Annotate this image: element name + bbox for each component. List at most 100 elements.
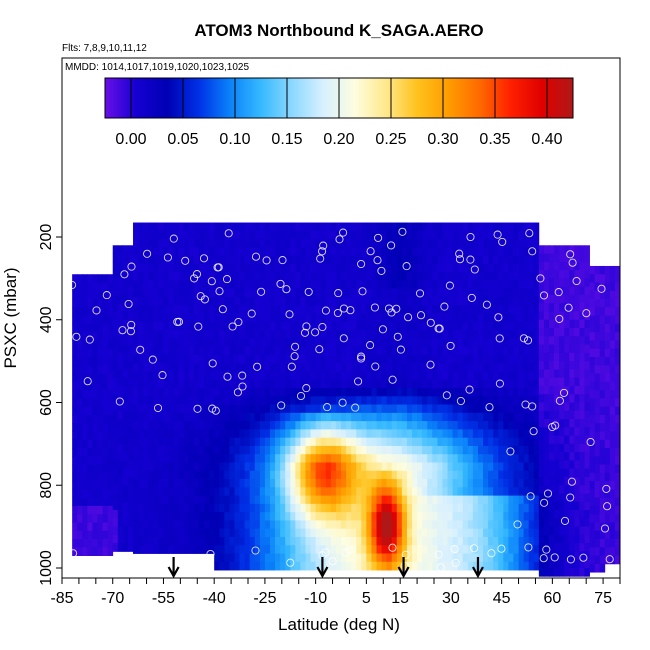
heatmap-cell <box>341 346 347 356</box>
heatmap-cell <box>239 263 246 273</box>
heatmap-cell <box>82 299 88 308</box>
heatmap-cell <box>97 481 103 490</box>
heatmap-cell <box>538 568 545 577</box>
observation-point <box>136 345 145 354</box>
heatmap-cell <box>477 553 484 563</box>
observation-point <box>393 332 402 341</box>
heatmap-cell <box>391 454 398 463</box>
heatmap-cell <box>102 456 109 465</box>
heatmap-cell <box>127 534 134 544</box>
heatmap-cell <box>249 363 256 372</box>
heatmap-cell <box>417 561 423 571</box>
heatmap-cell <box>168 396 174 405</box>
heatmap-cell <box>224 272 230 281</box>
heatmap-cell <box>310 454 317 463</box>
heatmap-cell <box>122 245 129 254</box>
heatmap-cell <box>422 239 428 248</box>
heatmap-cell <box>432 272 438 281</box>
heatmap-cell <box>498 288 504 298</box>
heatmap-cell <box>462 263 469 273</box>
heatmap-cell <box>462 536 469 546</box>
heatmap-cell <box>396 512 403 521</box>
heatmap-cell <box>422 561 428 571</box>
heatmap-cell <box>457 371 464 381</box>
y-tick-label: 600 <box>38 389 55 416</box>
heatmap-cell <box>330 288 337 298</box>
heatmap-cell <box>72 547 78 556</box>
heatmap-cell <box>564 435 570 445</box>
heatmap-cell <box>483 239 489 248</box>
heatmap-cell <box>564 377 570 387</box>
heatmap-cell <box>163 305 169 314</box>
heatmap-cell <box>330 255 337 265</box>
heatmap-cell <box>310 404 317 414</box>
heatmap-cell <box>229 421 235 430</box>
heatmap-cell <box>391 230 398 240</box>
heatmap-cell <box>158 388 164 397</box>
heatmap-cell <box>503 437 509 447</box>
heatmap-cell <box>356 255 362 265</box>
heatmap-cell <box>498 421 504 430</box>
heatmap-cell <box>234 346 240 356</box>
heatmap-cell <box>330 487 337 496</box>
heatmap-cell <box>219 479 225 488</box>
observation-point <box>357 352 366 361</box>
heatmap-cell <box>396 553 403 563</box>
heatmap-cell <box>417 487 423 496</box>
heatmap-cell <box>239 470 246 480</box>
heatmap-cell <box>477 313 484 323</box>
heatmap-cell <box>437 536 443 546</box>
observation-point <box>143 249 152 258</box>
heatmap-cell <box>219 470 225 480</box>
heatmap-cell <box>234 412 240 422</box>
heatmap-cell <box>452 296 459 306</box>
heatmap-cell <box>300 437 306 447</box>
heatmap-cell <box>148 495 154 505</box>
heatmap-cell <box>584 303 590 312</box>
heatmap-cell <box>290 561 296 571</box>
heatmap-cell <box>417 239 423 248</box>
heatmap-cell <box>543 427 550 436</box>
heatmap-cell <box>214 412 220 422</box>
heatmap-cell <box>472 536 479 546</box>
heatmap-cell <box>513 388 519 397</box>
heatmap-cell <box>569 278 575 288</box>
heatmap-cell <box>386 561 393 571</box>
heatmap-cell <box>305 536 311 546</box>
heatmap-cell <box>356 470 362 480</box>
heatmap-cell <box>290 305 296 314</box>
heatmap-cell <box>249 330 256 339</box>
heatmap-cell <box>148 305 154 314</box>
heatmap-cell <box>82 505 88 515</box>
heatmap-cell <box>290 404 296 414</box>
heatmap-cell <box>102 315 109 325</box>
heatmap-cell <box>406 421 413 430</box>
heatmap-cell <box>488 230 494 240</box>
heatmap-cell <box>351 536 357 546</box>
heatmap-cell <box>483 536 489 546</box>
heatmap-cell <box>559 336 565 345</box>
heatmap-cell <box>447 363 453 372</box>
heatmap-cell <box>477 305 484 314</box>
heatmap-cell <box>112 526 119 536</box>
heatmap-cell <box>77 472 83 482</box>
heatmap-cell <box>224 222 230 232</box>
heatmap-cell <box>82 406 88 416</box>
heatmap-cell <box>508 396 514 405</box>
heatmap-cell <box>204 536 210 546</box>
heatmap-cell <box>87 489 93 499</box>
heatmap-cell <box>117 278 124 288</box>
heatmap-cell <box>122 543 129 552</box>
heatmap-cell <box>178 363 185 372</box>
heatmap-cell <box>406 354 413 364</box>
heatmap-cell <box>361 396 367 405</box>
heatmap-cell <box>472 247 479 257</box>
heatmap-cell <box>371 371 377 381</box>
heatmap-cell <box>386 421 393 430</box>
heatmap-cell <box>488 338 494 348</box>
heatmap-cell <box>447 421 453 430</box>
heatmap-cell <box>168 388 174 397</box>
heatmap-cell <box>148 536 154 546</box>
heatmap-cell <box>107 522 114 532</box>
heatmap-cell <box>305 280 311 290</box>
